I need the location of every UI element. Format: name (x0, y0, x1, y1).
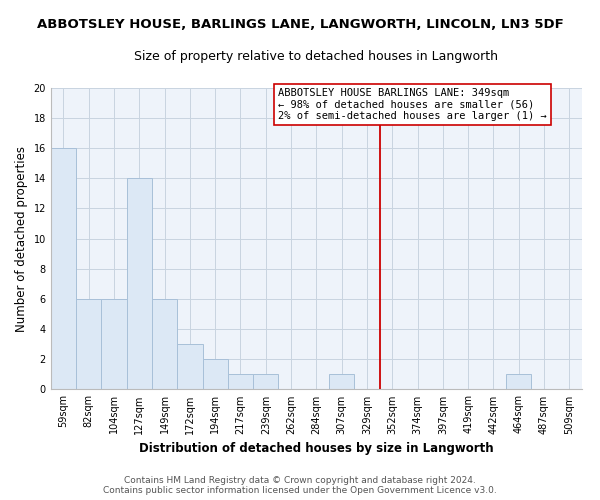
Text: ABBOTSLEY HOUSE BARLINGS LANE: 349sqm
← 98% of detached houses are smaller (56)
: ABBOTSLEY HOUSE BARLINGS LANE: 349sqm ← … (278, 88, 547, 121)
Bar (203, 360, 228, 390)
Bar (51, 148, 76, 390)
Bar (228, 374, 253, 390)
Bar (329, 374, 355, 390)
Bar (253, 374, 278, 390)
Bar (177, 344, 203, 390)
X-axis label: Distribution of detached houses by size in Langworth: Distribution of detached houses by size … (139, 442, 494, 455)
Bar (101, 299, 127, 390)
Bar (76, 299, 101, 390)
Text: ABBOTSLEY HOUSE, BARLINGS LANE, LANGWORTH, LINCOLN, LN3 5DF: ABBOTSLEY HOUSE, BARLINGS LANE, LANGWORT… (37, 18, 563, 30)
Bar (152, 299, 177, 390)
Text: Contains HM Land Registry data © Crown copyright and database right 2024.
Contai: Contains HM Land Registry data © Crown c… (103, 476, 497, 495)
Title: Size of property relative to detached houses in Langworth: Size of property relative to detached ho… (134, 50, 499, 63)
Bar (127, 178, 152, 390)
Bar (506, 374, 532, 390)
Y-axis label: Number of detached properties: Number of detached properties (15, 146, 28, 332)
